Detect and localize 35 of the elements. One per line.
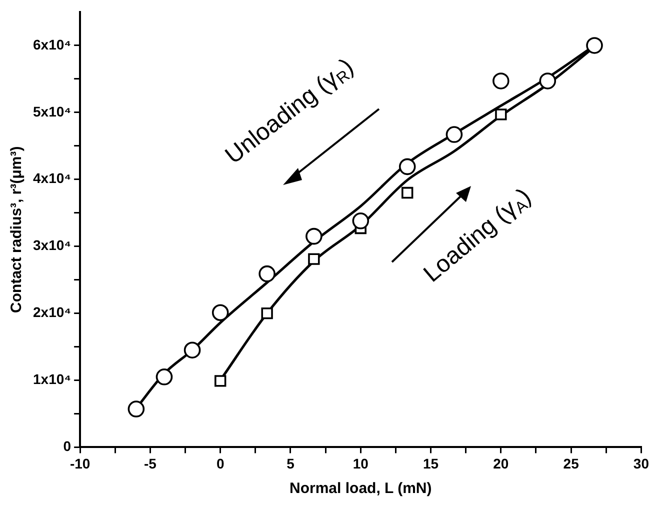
point <box>214 375 226 387</box>
point <box>306 228 322 245</box>
x-tick-label: 0 <box>216 455 224 472</box>
point <box>258 265 276 282</box>
point <box>156 368 173 386</box>
y-tick-label: 6x10⁴ <box>32 36 72 52</box>
x-tick-label: 30 <box>633 455 650 472</box>
x-axis-title: Normal load, L (mN) <box>290 480 432 498</box>
y-tick-label: 3x10⁴ <box>32 237 72 254</box>
y-tick-label: 5x10⁴ <box>32 103 72 120</box>
point <box>398 158 416 176</box>
x-tick-label: 25 <box>563 455 580 472</box>
point <box>352 212 370 230</box>
point <box>128 400 145 418</box>
x-tick-label: 5 <box>286 455 295 472</box>
x-tick-label: 10 <box>352 455 369 472</box>
point <box>184 342 201 359</box>
point <box>261 307 273 320</box>
point <box>495 108 507 120</box>
point <box>586 37 603 54</box>
point <box>492 72 510 90</box>
x-tick-label: -10 <box>70 455 90 472</box>
point <box>212 304 229 322</box>
point <box>402 186 414 199</box>
point <box>539 72 556 90</box>
y-tick-label: 1x10⁴ <box>32 371 72 388</box>
y-tick-label: 0 <box>63 438 72 454</box>
x-tick-label: 20 <box>493 455 509 472</box>
point <box>308 253 320 265</box>
point <box>446 126 463 143</box>
y-tick-label: 2x10⁴ <box>32 304 72 320</box>
x-tick-label: -5 <box>144 455 157 472</box>
y-axis-title: Contact radius³, r³(μm³) <box>8 146 26 313</box>
x-tick-label: 15 <box>422 455 439 472</box>
y-tick-label: 4x10⁴ <box>32 170 72 186</box>
